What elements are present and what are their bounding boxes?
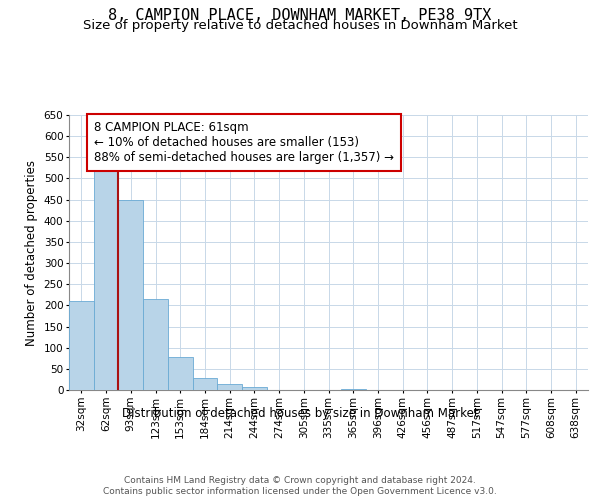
Text: 8, CAMPION PLACE, DOWNHAM MARKET, PE38 9TX: 8, CAMPION PLACE, DOWNHAM MARKET, PE38 9… — [109, 8, 491, 22]
Bar — [69, 301, 94, 390]
Y-axis label: Number of detached properties: Number of detached properties — [25, 160, 38, 346]
Text: Contains public sector information licensed under the Open Government Licence v3: Contains public sector information licen… — [103, 487, 497, 496]
Bar — [168, 357, 193, 390]
Text: Contains HM Land Registry data © Crown copyright and database right 2024.: Contains HM Land Registry data © Crown c… — [124, 476, 476, 485]
Bar — [143, 299, 168, 390]
Bar — [94, 166, 118, 390]
Bar — [341, 389, 365, 390]
Text: Distribution of detached houses by size in Downham Market: Distribution of detached houses by size … — [122, 408, 478, 420]
Bar — [193, 378, 217, 390]
Text: 8 CAMPION PLACE: 61sqm
← 10% of detached houses are smaller (153)
88% of semi-de: 8 CAMPION PLACE: 61sqm ← 10% of detached… — [94, 122, 394, 164]
Bar — [242, 386, 267, 390]
Text: Size of property relative to detached houses in Downham Market: Size of property relative to detached ho… — [83, 18, 517, 32]
Bar — [217, 384, 242, 390]
Bar — [118, 200, 143, 390]
